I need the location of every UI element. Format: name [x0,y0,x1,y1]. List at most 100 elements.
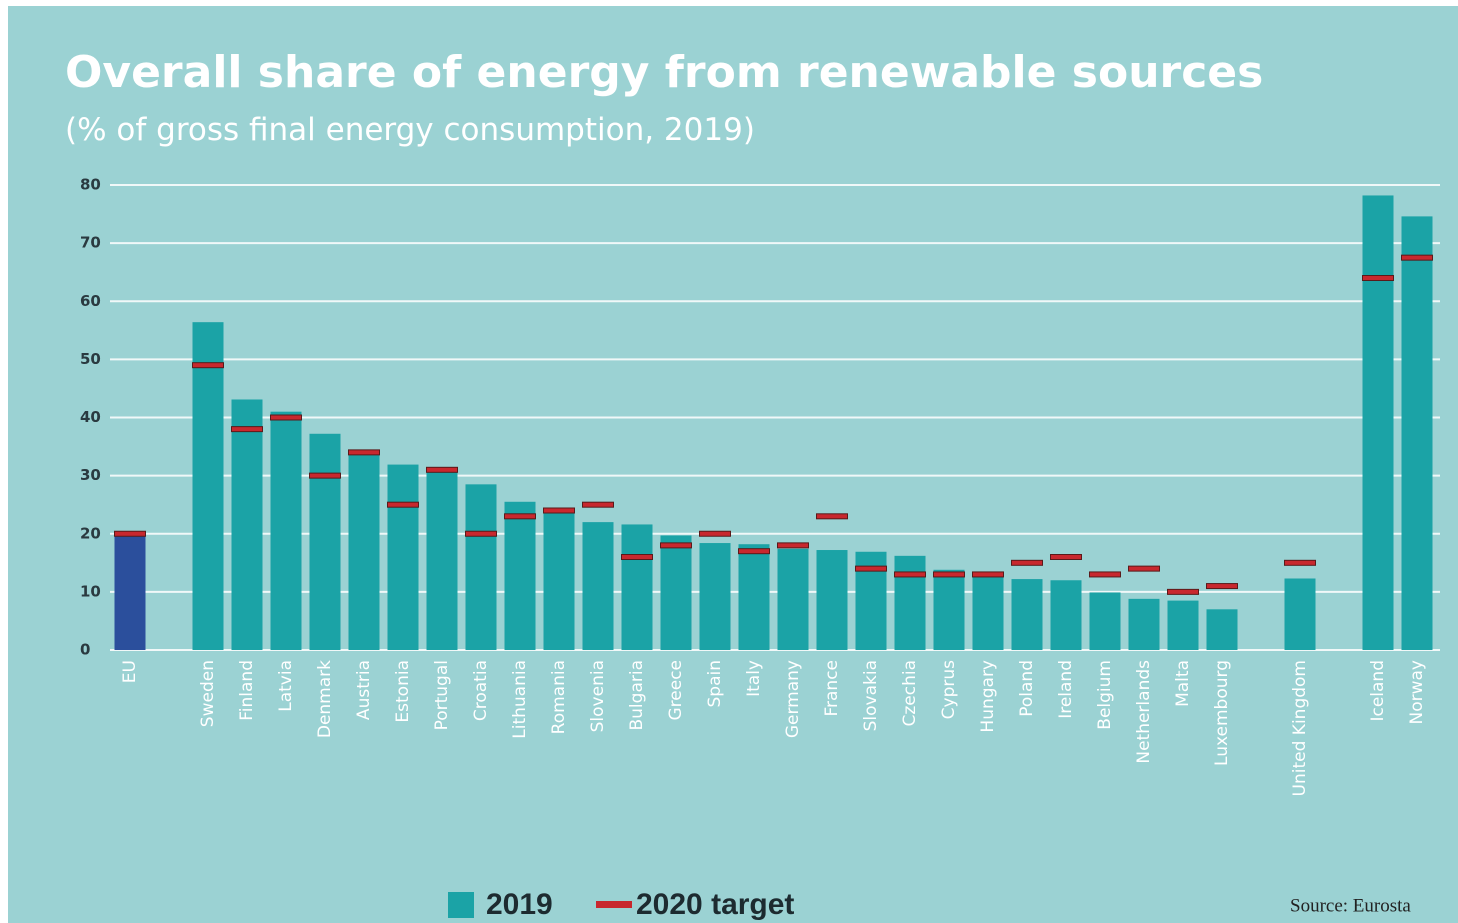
bar [114,535,146,650]
x-tick-label: Romania [549,660,569,734]
bar [270,411,302,650]
bar [777,548,809,650]
bar [1089,592,1121,650]
target-marker [1401,254,1433,261]
bar [582,522,614,650]
bar [309,433,341,650]
target-marker [660,542,692,549]
bar [543,508,575,650]
target-marker [1089,571,1121,578]
x-tick-label: Hungary [978,660,998,733]
y-tick-label: 70 [80,234,101,252]
chart-title: Overall share of energy from renewable s… [65,47,1263,98]
y-tick-label: 20 [80,524,101,542]
bar [348,454,380,650]
bar [816,550,848,650]
x-tick-label: Finland [237,660,257,721]
target-marker [270,414,302,421]
x-tick-label: Norway [1407,660,1427,725]
x-tick-label: Poland [1017,660,1037,717]
x-tick-label: United Kingdom [1290,660,1310,796]
target-marker [699,530,731,537]
x-tick-label: Malta [1173,660,1193,707]
x-tick-label: Greece [666,660,686,721]
x-tick-label: EU [120,660,140,683]
target-marker [816,513,848,520]
source: Source: Eurosta [1290,895,1411,916]
target-marker [504,513,536,520]
x-tick-label: Spain [705,660,725,708]
target-marker [738,548,770,555]
y-tick-label: 80 [80,176,101,194]
x-tick-label: Netherlands [1134,660,1154,764]
target-marker [192,362,224,369]
target-marker [1167,588,1199,595]
x-tick-label: Italy [744,660,764,697]
target-marker [231,426,263,433]
bar [465,484,497,650]
target-marker [972,571,1004,578]
x-tick-label: Portugal [432,660,452,730]
bar [1206,609,1238,650]
x-tick-label: Czechia [900,660,920,727]
x-tick-label: Belgium [1095,660,1115,730]
bar [1362,195,1394,650]
y-tick-label: 40 [80,408,101,426]
x-tick-label: Denmark [315,660,335,738]
target-marker [465,530,497,537]
target-marker [543,507,575,514]
x-tick-label: Slovenia [588,660,608,732]
x-tick-label: Ireland [1056,660,1076,719]
target-marker [114,530,146,537]
target-marker [348,449,380,456]
y-tick-label: 60 [80,292,101,310]
bar [621,524,653,650]
x-tick-label: Croatia [471,660,491,721]
target-marker [621,554,653,560]
target-marker [777,542,809,549]
target-marker [855,565,887,572]
target-marker [894,571,926,578]
target-marker [1011,559,1043,566]
legend-swatch [448,892,474,918]
x-tick-label: Germany [783,660,803,738]
target-marker [426,466,458,473]
legend-label: 2020 target [636,888,794,921]
bar [192,322,224,650]
bar [660,535,692,650]
bar [1128,598,1160,650]
legend-swatch [596,901,632,908]
bar [1284,578,1316,650]
x-tick-label: Latvia [276,660,296,712]
target-marker [1128,565,1160,572]
y-tick-label: 10 [80,582,101,600]
bar [426,472,458,650]
y-tick-label: 30 [80,466,101,484]
x-tick-label: Austria [354,660,374,720]
x-tick-label: Sweden [198,660,218,727]
bar [933,569,965,650]
x-tick-label: Iceland [1368,660,1388,722]
bar [1011,579,1043,650]
target-marker [1284,559,1316,566]
target-marker [1362,275,1394,281]
x-tick-label: Estonia [393,660,413,723]
x-tick-label: Cyprus [939,660,959,719]
bar [1167,600,1199,650]
target-marker [387,501,419,508]
bar [231,399,263,650]
target-marker [309,472,341,479]
bar [504,501,536,650]
x-tick-label: Bulgaria [627,660,647,731]
legend-label: 2019 [486,888,553,921]
target-marker [933,571,965,578]
target-marker [582,501,614,508]
y-tick-label: 0 [80,641,90,659]
bar [894,555,926,650]
bar [387,464,419,650]
x-tick-label: Slovakia [861,660,881,731]
bar [972,576,1004,650]
y-tick-label: 50 [80,350,101,368]
x-tick-label: France [822,660,842,717]
